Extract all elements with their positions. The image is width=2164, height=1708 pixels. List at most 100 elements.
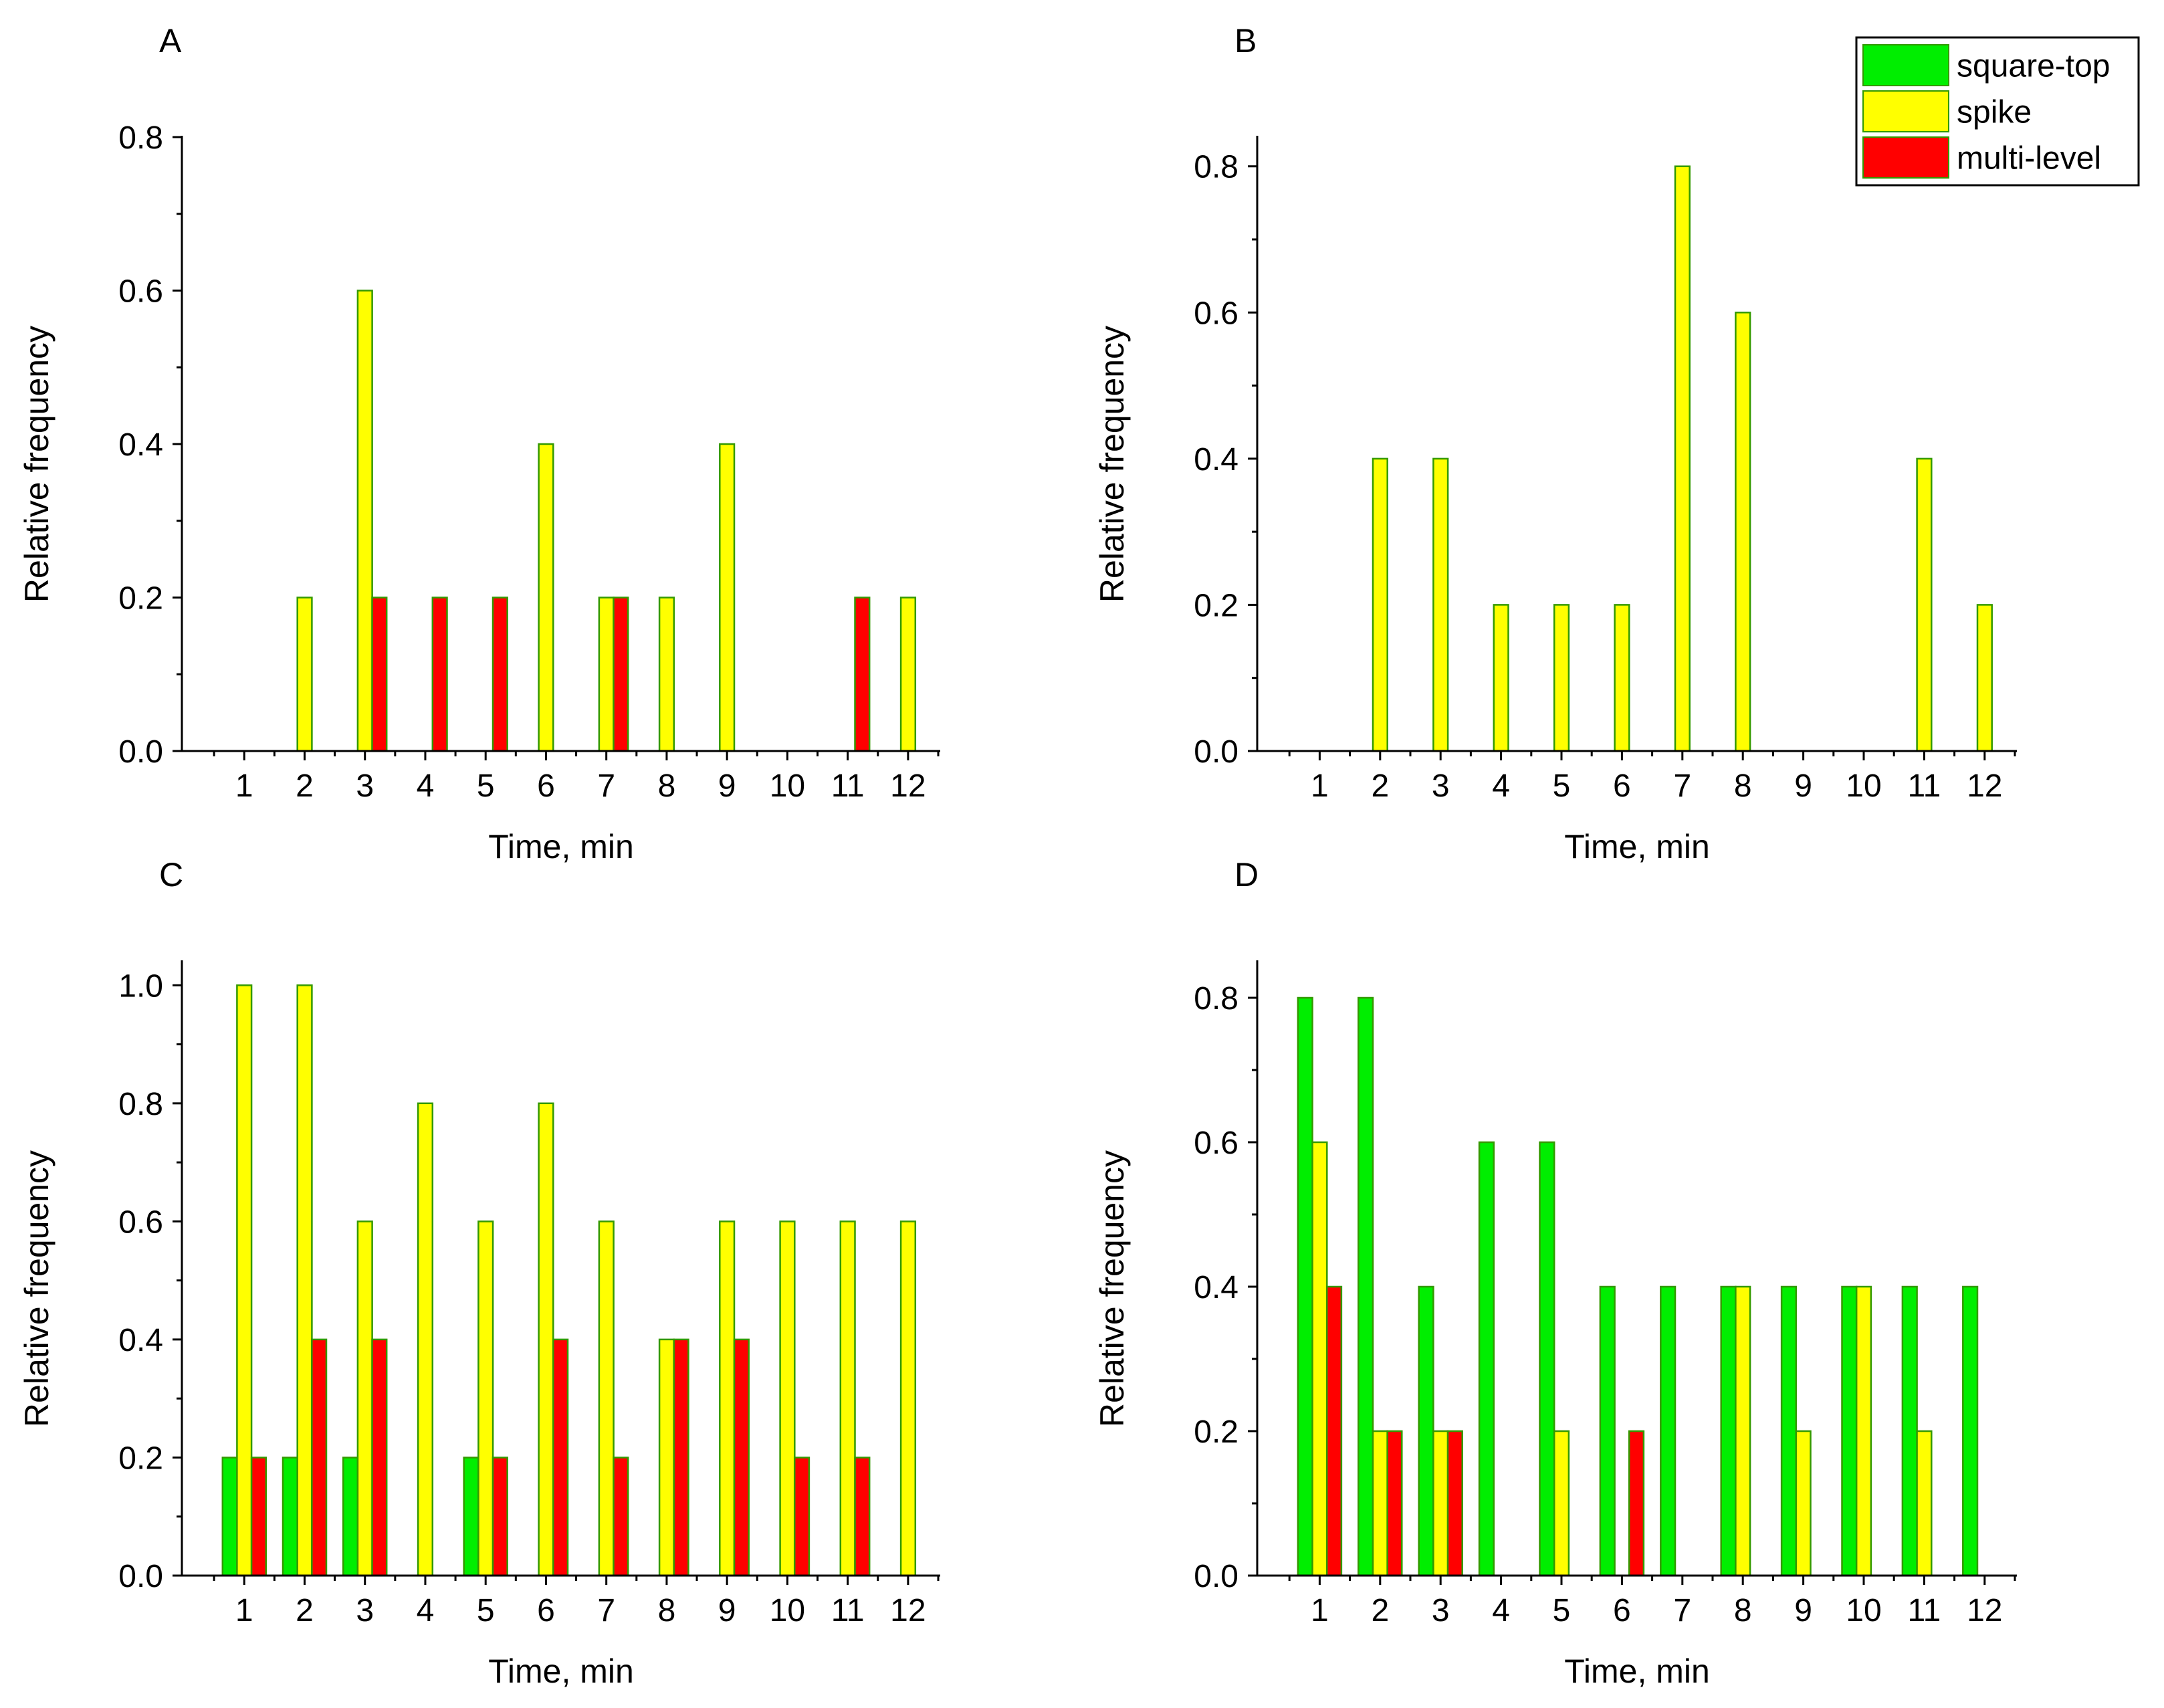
bar-multi-level-11 bbox=[854, 597, 871, 752]
y-tick-label: 0.0 bbox=[118, 734, 163, 770]
panel-letter: D bbox=[1234, 856, 1259, 893]
x-tick-label: 12 bbox=[890, 1593, 926, 1628]
y-tick-label: 0.8 bbox=[118, 120, 163, 156]
bar-multi-level-5 bbox=[492, 1457, 508, 1577]
bar-multi-level-2 bbox=[1386, 1430, 1403, 1577]
bar-spike-2 bbox=[1372, 457, 1388, 752]
legend-swatch-square-top bbox=[1862, 44, 1949, 86]
x-tick-label: 10 bbox=[1846, 1593, 1881, 1628]
y-tick-label: 1.0 bbox=[118, 968, 163, 1004]
legend-label-multi-level: multi-level bbox=[1957, 141, 2101, 177]
bar-multi-level-6 bbox=[1628, 1430, 1645, 1577]
y-axis-label: Relative frequency bbox=[18, 326, 56, 603]
bar-spike-9 bbox=[719, 1220, 736, 1577]
x-tick-label: 4 bbox=[417, 768, 435, 804]
bar-spike-11 bbox=[1916, 1430, 1933, 1577]
bar-spike-3 bbox=[356, 290, 373, 752]
y-tick-label: 0.0 bbox=[118, 1559, 163, 1594]
panel-c: C0.00.20.40.60.81.01 2 3 4 5 6 7 8 9 10 11 12Time, … bbox=[18, 856, 940, 1690]
x-tick-label: 6 bbox=[1613, 1593, 1631, 1628]
bar-square-top-5 bbox=[1539, 1141, 1555, 1577]
x-axis-label: Time, min bbox=[488, 828, 634, 865]
panel-letter: B bbox=[1234, 22, 1257, 60]
bar-spike-10 bbox=[779, 1220, 796, 1577]
x-tick-label: 5 bbox=[1553, 1593, 1571, 1628]
bar-spike-1 bbox=[236, 984, 253, 1577]
bar-multi-level-6 bbox=[552, 1338, 569, 1577]
legend-swatch-multi-level bbox=[1862, 136, 1949, 179]
x-tick-label: 1 bbox=[1311, 768, 1329, 804]
bar-spike-3 bbox=[1432, 457, 1449, 752]
bar-square-top-10 bbox=[1841, 1285, 1858, 1577]
bar-multi-level-10 bbox=[793, 1457, 810, 1577]
bar-square-top-4 bbox=[1478, 1141, 1495, 1577]
y-axis-label: Relative frequency bbox=[1093, 326, 1131, 603]
bar-spike-10 bbox=[1855, 1285, 1872, 1577]
bar-spike-2 bbox=[296, 597, 313, 752]
x-axis-label: Time, min bbox=[1564, 828, 1710, 865]
y-tick-label: 0.4 bbox=[118, 427, 163, 463]
bar-spike-12 bbox=[899, 1220, 917, 1577]
x-tick-label: 2 bbox=[296, 768, 314, 804]
y-tick-label: 0.2 bbox=[1194, 1414, 1238, 1450]
x-tick-label: 11 bbox=[1907, 768, 1941, 804]
x-tick-label: 9 bbox=[718, 768, 736, 804]
bar-square-top-12 bbox=[1962, 1285, 1979, 1577]
x-tick-label: 5 bbox=[477, 1593, 495, 1628]
bar-spike-12 bbox=[1976, 604, 1993, 752]
legend: square-top spike multi-level bbox=[1855, 36, 2140, 187]
x-tick-label: 2 bbox=[1371, 1593, 1389, 1628]
y-tick-label: 0.4 bbox=[1194, 1270, 1238, 1305]
x-tick-label: 7 bbox=[597, 768, 615, 804]
x-tick-label: 5 bbox=[1553, 768, 1571, 804]
bar-spike-3 bbox=[356, 1220, 373, 1577]
bar-spike-7 bbox=[598, 1220, 615, 1577]
bar-square-top-3 bbox=[1418, 1285, 1434, 1577]
x-tick-label: 10 bbox=[770, 768, 805, 804]
bar-multi-level-11 bbox=[854, 1457, 871, 1577]
bar-spike-6 bbox=[538, 443, 554, 752]
x-tick-label: 3 bbox=[356, 768, 374, 804]
x-axis-label: Time, min bbox=[1564, 1652, 1710, 1690]
bar-square-top-2 bbox=[1358, 996, 1374, 1577]
x-tick-label: 4 bbox=[1492, 768, 1510, 804]
bar-square-top-9 bbox=[1780, 1285, 1798, 1577]
bar-multi-level-4 bbox=[431, 597, 448, 752]
x-tick-label: 3 bbox=[1432, 1593, 1450, 1628]
x-tick-label: 7 bbox=[1673, 768, 1691, 804]
bar-multi-level-5 bbox=[492, 597, 508, 752]
bar-spike-8 bbox=[1735, 312, 1751, 752]
y-tick-label: 0.4 bbox=[118, 1323, 163, 1358]
x-tick-label: 2 bbox=[296, 1593, 314, 1628]
x-tick-label: 6 bbox=[537, 1593, 555, 1628]
bar-square-top-6 bbox=[1599, 1285, 1616, 1577]
bar-spike-8 bbox=[658, 1338, 675, 1577]
x-tick-label: 10 bbox=[770, 1593, 805, 1628]
legend-label-square-top: square-top bbox=[1957, 49, 2110, 84]
bar-spike-4 bbox=[1493, 604, 1509, 752]
x-tick-label: 2 bbox=[1371, 768, 1389, 804]
bar-spike-5 bbox=[1553, 604, 1570, 752]
bar-spike-7 bbox=[1674, 165, 1691, 752]
bar-multi-level-2 bbox=[311, 1338, 328, 1577]
bar-spike-8 bbox=[658, 597, 675, 752]
x-tick-label: 7 bbox=[1673, 1593, 1691, 1628]
y-tick-label: 0.6 bbox=[1194, 296, 1238, 331]
x-tick-label: 6 bbox=[1613, 768, 1631, 804]
bar-multi-level-3 bbox=[371, 597, 388, 752]
bar-multi-level-7 bbox=[613, 597, 629, 752]
y-tick-label: 0.6 bbox=[118, 1204, 163, 1240]
y-tick-label: 0.8 bbox=[118, 1087, 163, 1122]
x-tick-label: 12 bbox=[1967, 1593, 2002, 1628]
y-tick-label: 0.2 bbox=[118, 1440, 163, 1476]
x-tick-label: 5 bbox=[477, 768, 495, 804]
legend-label-spike: spike bbox=[1957, 95, 2032, 130]
x-tick-label: 9 bbox=[1794, 768, 1812, 804]
panel-letter: A bbox=[159, 22, 182, 60]
y-axis-label: Relative frequency bbox=[1093, 1150, 1131, 1427]
bar-spike-8 bbox=[1735, 1285, 1751, 1577]
